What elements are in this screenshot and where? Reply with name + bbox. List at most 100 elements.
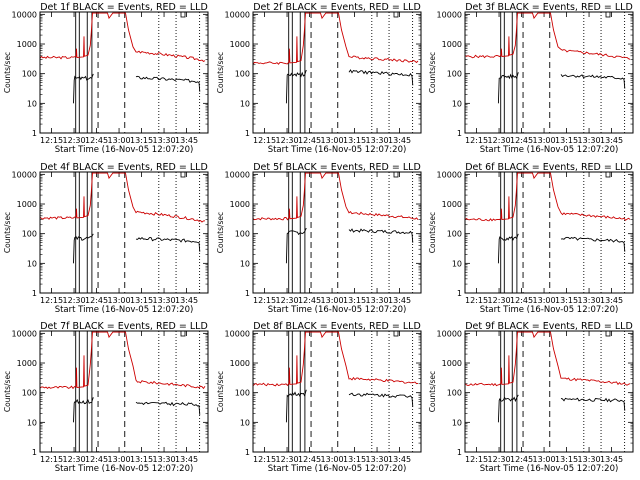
x-tick-label: 12:15 [253,455,276,464]
events-series-post [560,74,626,89]
y-tick-label: 100 [235,70,250,79]
x-tick-label: 13:45 [388,136,411,145]
x-tick-label: 13:15 [130,455,153,464]
x-tick-label: 13:00 [108,296,131,305]
plot-frame [252,171,422,294]
x-axis-label: Start Time (16-Nov-05 12:07:20) [480,305,619,315]
x-tick-label: 13:30 [578,296,601,305]
y-tick-label: 100 [447,70,462,79]
y-axis-label: Counts/sec [428,212,437,253]
lld-series-line [39,331,206,390]
x-axis-label: Start Time (16-Nov-05 12:07:20) [268,464,407,474]
events-series-post [560,397,626,411]
panel-title: Det 8f BLACK = Events, RED = LLD [253,321,421,332]
y-tick-label: 10 [240,418,250,427]
y-tick-label: 10000 [12,10,37,19]
x-tick-label: 12:30 [63,136,86,145]
panel-title: Det 4f BLACK = Events, RED = LLD [40,162,208,173]
events-series-pre [73,73,94,104]
y-tick-label: 10000 [437,329,462,338]
x-tick-label: 13:30 [366,455,389,464]
x-tick-label: 12:45 [85,136,108,145]
y-axis-label: Counts/sec [3,212,12,253]
x-tick-label: 12:15 [253,296,276,305]
x-tick-label: 13:45 [600,455,623,464]
y-tick-label: 1 [457,289,462,298]
x-tick-label: 12:30 [63,455,86,464]
y-tick-label: 100 [447,230,462,239]
y-tick-label: 1000 [17,40,37,49]
lld-series-line [39,12,206,62]
events-series-pre [285,69,307,104]
x-tick-label: 13:15 [555,296,578,305]
y-axis-label: Counts/sec [216,371,225,412]
x-tick-label: 13:45 [388,296,411,305]
y-tick-label: 1 [245,448,250,457]
x-tick-label: 13:15 [130,296,153,305]
x-tick-label: 13:00 [108,455,131,464]
x-tick-label: 13:00 [533,455,556,464]
x-tick-label: 13:30 [153,136,176,145]
panel-title: Det 7f BLACK = Events, RED = LLD [40,321,208,332]
y-tick-label: 10 [240,259,250,268]
x-tick-label: 12:30 [488,296,511,305]
x-tick-label: 12:45 [510,296,533,305]
panel-title: Det 5f BLACK = Events, RED = LLD [253,162,421,173]
lld-series-line [464,172,631,222]
y-tick-label: 100 [447,389,462,398]
y-tick-label: 1000 [17,359,37,368]
y-tick-label: 10 [452,99,462,108]
y-tick-label: 10 [27,99,37,108]
lld-series-line [252,331,419,387]
x-tick-label: 13:00 [533,296,556,305]
x-tick-label: 12:15 [465,455,488,464]
y-tick-label: 1 [457,448,462,457]
x-tick-label: 12:45 [85,296,108,305]
events-series-pre [497,233,519,264]
y-tick-label: 100 [22,70,37,79]
x-tick-label: 12:15 [40,136,63,145]
y-tick-label: 1000 [442,40,462,49]
y-tick-label: 10 [27,418,37,427]
events-series-post [135,236,201,252]
y-tick-label: 100 [22,230,37,239]
y-tick-label: 1 [245,289,250,298]
panel-title: Det 1f BLACK = Events, RED = LLD [40,2,208,13]
x-tick-label: 13:00 [321,136,344,145]
lld-series-line [252,172,419,221]
x-axis-label: Start Time (16-Nov-05 12:07:20) [268,305,407,315]
lld-series-line [464,331,631,387]
x-tick-label: 13:30 [153,296,176,305]
x-tick-label: 12:45 [85,455,108,464]
x-tick-label: 12:30 [488,455,511,464]
panel-title: Det 2f BLACK = Events, RED = LLD [253,2,421,13]
y-tick-label: 10000 [225,170,250,179]
events-series-pre [73,397,94,423]
y-axis-label: Counts/sec [428,52,437,93]
x-tick-label: 12:45 [510,136,533,145]
y-tick-label: 10000 [225,10,250,19]
y-tick-label: 1000 [230,359,250,368]
x-tick-label: 13:45 [175,455,198,464]
events-series-pre [285,227,307,264]
y-axis-label: Counts/sec [3,52,12,93]
x-axis-label: Start Time (16-Nov-05 12:07:20) [480,145,619,155]
x-tick-label: 13:15 [130,136,153,145]
x-tick-label: 13:45 [600,136,623,145]
x-axis-label: Start Time (16-Nov-05 12:07:20) [55,145,194,155]
y-tick-label: 1 [32,129,37,138]
x-tick-label: 12:15 [465,296,488,305]
y-tick-label: 1000 [442,359,462,368]
x-tick-label: 13:30 [366,136,389,145]
events-series-post [135,401,201,415]
events-series-post [560,236,626,252]
y-tick-label: 10 [27,259,37,268]
y-tick-label: 10 [452,259,462,268]
x-tick-label: 13:45 [175,136,198,145]
x-axis-label: Start Time (16-Nov-05 12:07:20) [55,464,194,474]
events-series-pre [73,233,94,264]
panel-title: Det 3f BLACK = Events, RED = LLD [465,2,633,13]
x-tick-label: 12:45 [510,455,533,464]
events-series-pre [497,72,519,104]
x-tick-label: 12:30 [276,296,299,305]
